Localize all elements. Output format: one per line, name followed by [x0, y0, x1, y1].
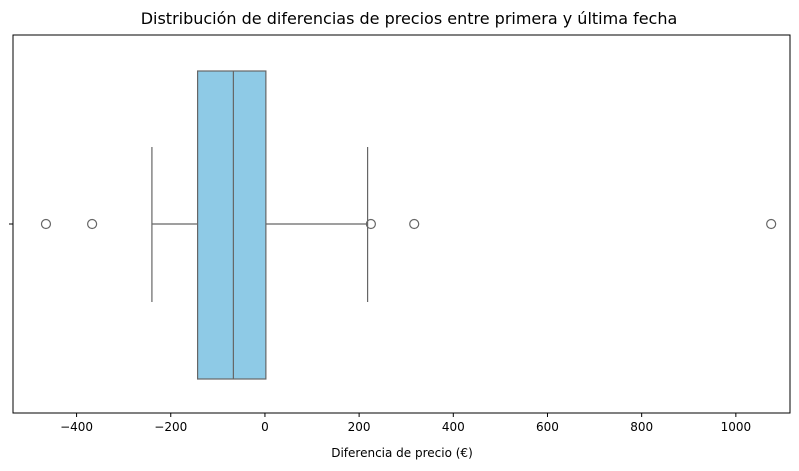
x-tick-label: 400 — [442, 420, 465, 434]
x-tick-label: 800 — [630, 420, 653, 434]
x-axis-label: Diferencia de precio (€) — [331, 446, 473, 460]
x-tick-label: 1000 — [721, 420, 752, 434]
x-axis: −400 −200 0 200 400 600 800 1000 — [60, 413, 751, 434]
boxplot-marks — [40, 70, 777, 380]
outlier-point — [40, 218, 52, 230]
x-tick-label: 0 — [261, 420, 269, 434]
x-tick-label: −400 — [60, 420, 93, 434]
outlier-point — [409, 218, 420, 230]
outlier-point — [365, 218, 376, 230]
outlier-point — [87, 218, 98, 230]
box-iqr — [196, 70, 267, 380]
chart-title: Distribución de diferencias de precios e… — [141, 9, 678, 28]
x-tick-label: −200 — [154, 420, 187, 434]
x-tick-label: 200 — [348, 420, 371, 434]
plot-area — [12, 34, 791, 414]
x-tick-label: 600 — [536, 420, 559, 434]
outlier-point — [766, 218, 777, 230]
